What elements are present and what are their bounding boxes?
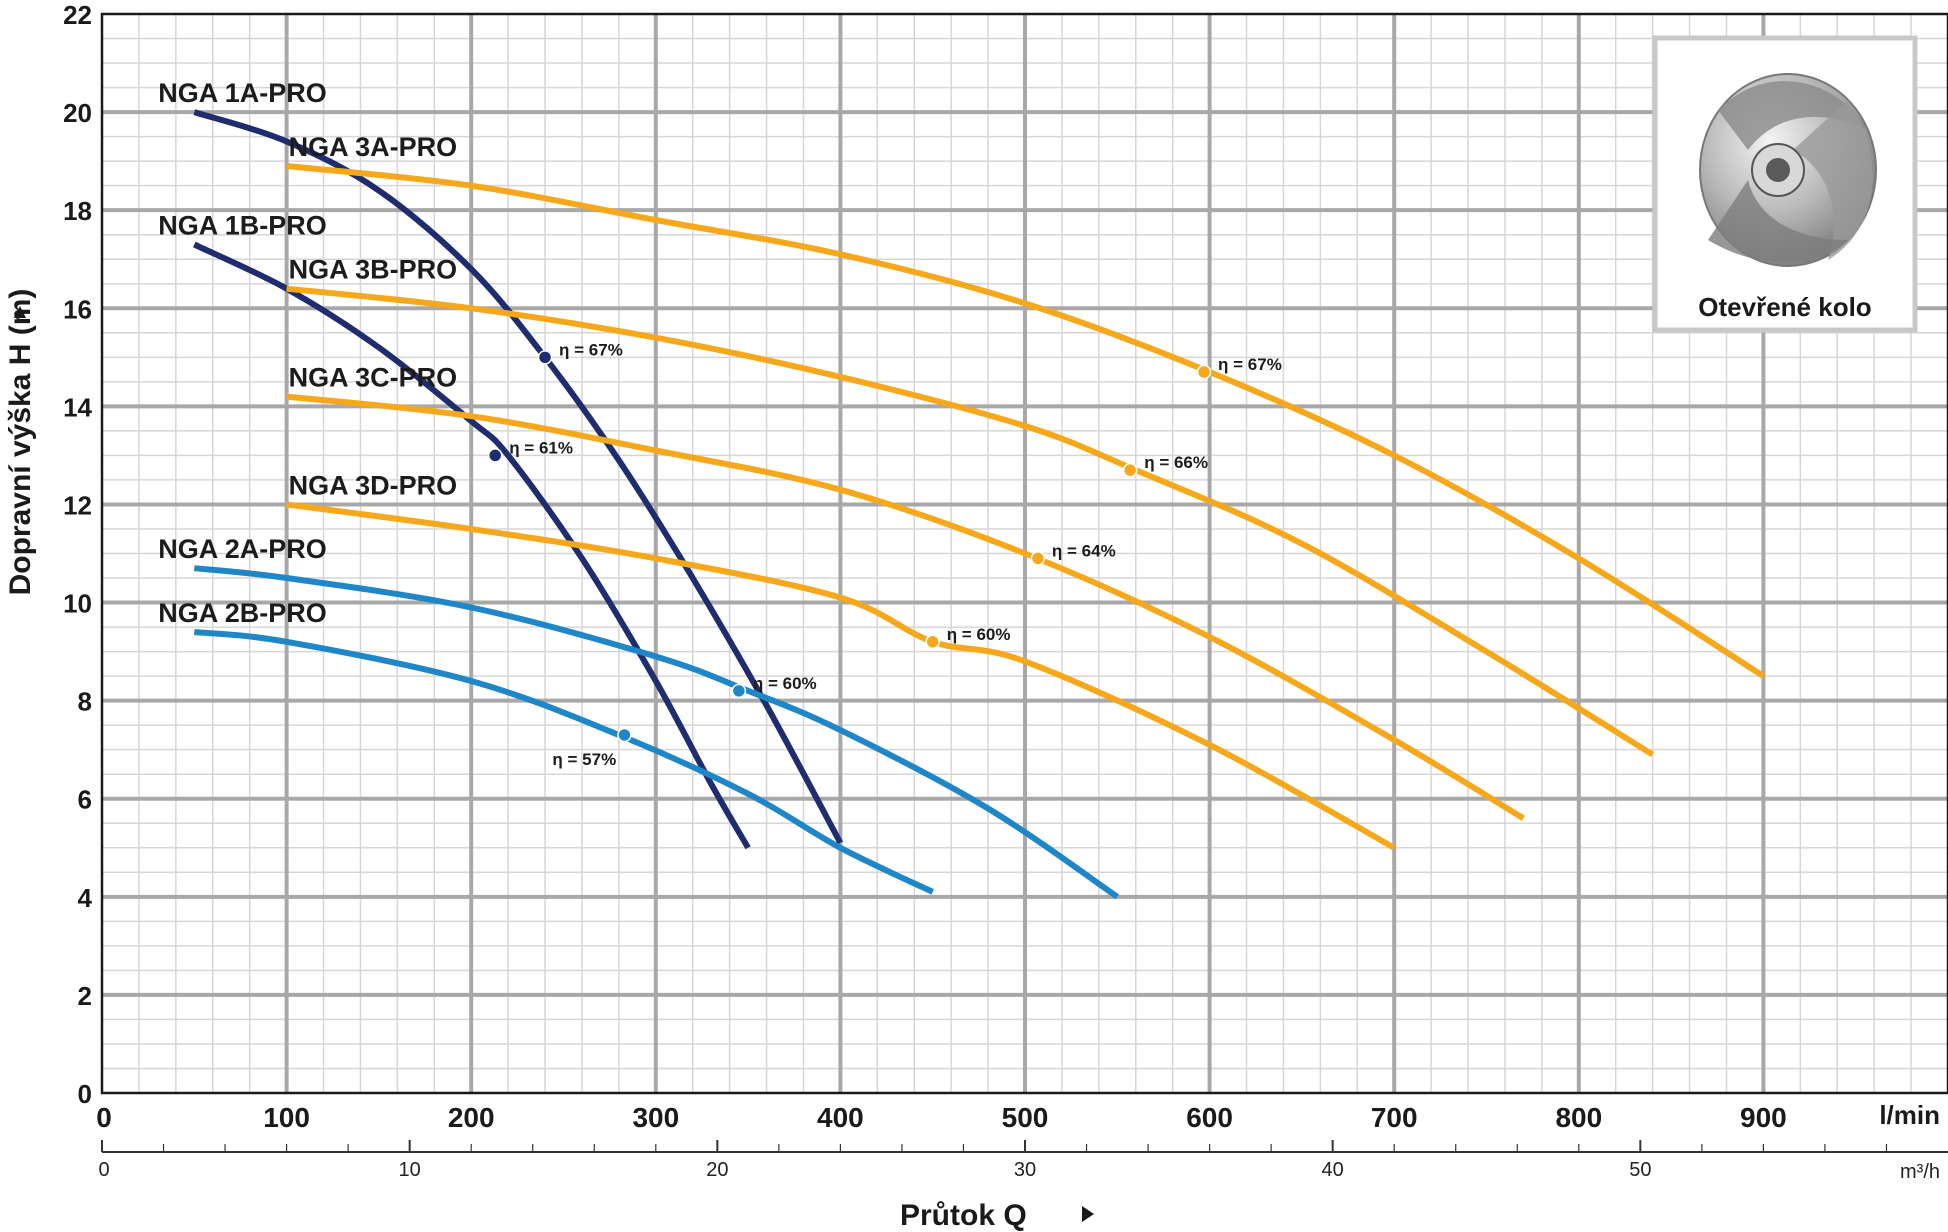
secondary-x-tick-label: 50 [1629, 1159, 1651, 1181]
efficiency-label: η = 67% [1218, 355, 1282, 374]
efficiency-label: η = 67% [559, 340, 623, 359]
y-tick-label: 18 [63, 196, 92, 226]
x-tick-label: 400 [817, 1102, 864, 1133]
series-labels: NGA 1A-PRO NGA 1B-PRO NGA 3A-PRO NGA 3B-PRO… [158, 78, 457, 628]
series-label: NGA 3C-PRO [289, 363, 458, 393]
series-curve [193, 629, 934, 895]
series-curve [286, 285, 1655, 758]
secondary-x-axis: 0 10 20 30 40 50 [98, 1140, 1948, 1181]
y-tick-label: 12 [63, 490, 92, 520]
x-tick-label: 300 [632, 1102, 679, 1133]
series-label: NGA 3B-PRO [289, 255, 458, 285]
efficiency-point [617, 727, 632, 743]
x-axis-unit: l/min [1879, 1100, 1940, 1130]
efficiency-label: η = 60% [753, 674, 817, 693]
series-label: NGA 3A-PRO [289, 132, 458, 162]
series-label: NGA 2B-PRO [158, 598, 327, 628]
secondary-x-axis-unit: m³/h [1900, 1161, 1940, 1183]
secondary-x-tick-label: 0 [98, 1159, 109, 1181]
y-axis-title: Dopravní výška H (m) [4, 289, 37, 596]
series-curves [193, 109, 1766, 900]
x-tick-label: 700 [1371, 1102, 1418, 1133]
series-curve [193, 241, 751, 850]
y-tick-label: 8 [78, 687, 92, 717]
efficiency-point [537, 350, 553, 365]
x-axis-arrow-icon [1082, 1206, 1094, 1222]
y-tick-label: 0 [78, 1079, 92, 1109]
x-tick-label: 200 [448, 1102, 495, 1133]
y-tick-label: 20 [63, 98, 92, 128]
y-tick-label: 6 [78, 785, 92, 815]
y-tick-label: 2 [78, 981, 92, 1011]
efficiency-label: η = 61% [509, 438, 573, 457]
efficiency-label: η = 57% [552, 750, 616, 769]
y-axis-ticks: 0 2 4 6 8 10 12 14 16 18 20 22 [63, 0, 92, 1109]
efficiency-label: η = 60% [947, 625, 1011, 644]
x-tick-label: 800 [1555, 1102, 1602, 1133]
x-axis-ticks: 0 100 200 300 400 500 600 700 800 900 [96, 1102, 1787, 1133]
plot-frame [100, 12, 1948, 1095]
x-tick-label: 500 [1002, 1102, 1049, 1133]
series-curve [193, 565, 1119, 900]
secondary-x-tick-label: 20 [706, 1159, 728, 1181]
efficiency-label: η = 64% [1052, 541, 1116, 560]
series-curve [286, 501, 1396, 851]
impeller-icon [1699, 73, 1877, 267]
series-curve [193, 109, 844, 845]
secondary-x-tick-label: 30 [1014, 1159, 1036, 1181]
y-tick-label: 14 [63, 392, 92, 422]
secondary-x-tick-label: 10 [399, 1159, 421, 1181]
series-label: NGA 3D-PRO [289, 470, 458, 500]
y-tick-label: 22 [63, 0, 92, 30]
series-label: NGA 2A-PRO [158, 534, 327, 564]
x-tick-label: 900 [1740, 1102, 1787, 1133]
efficiency-point [1122, 462, 1138, 478]
y-tick-label: 16 [63, 294, 92, 324]
y-axis-arrow-icon [14, 306, 26, 318]
x-tick-label: 600 [1186, 1102, 1233, 1133]
series-label: NGA 1A-PRO [158, 78, 327, 108]
series-label: NGA 1B-PRO [158, 211, 327, 241]
efficiency-points: η = 67% η = 61% η = 67% η = 66% η = 64% η = 6… [487, 340, 1282, 769]
y-tick-label: 10 [63, 589, 92, 619]
efficiency-point [925, 634, 940, 650]
x-axis-title: Průtok Q [900, 1199, 1027, 1232]
efficiency-point [1030, 551, 1046, 566]
y-tick-label: 4 [78, 883, 93, 913]
efficiency-point [487, 448, 503, 463]
secondary-x-tick-label: 40 [1322, 1159, 1344, 1181]
x-tick-label: 0 [96, 1102, 112, 1133]
efficiency-label: η = 66% [1144, 453, 1208, 472]
series-curve [286, 163, 1766, 679]
inset-caption: Otevřené kolo [1698, 292, 1871, 322]
x-tick-label: 100 [263, 1102, 310, 1133]
efficiency-point [1196, 364, 1212, 380]
impeller-inset: Otevřené kolo [1652, 35, 1918, 333]
efficiency-point [731, 683, 747, 699]
series-curve [286, 393, 1525, 821]
